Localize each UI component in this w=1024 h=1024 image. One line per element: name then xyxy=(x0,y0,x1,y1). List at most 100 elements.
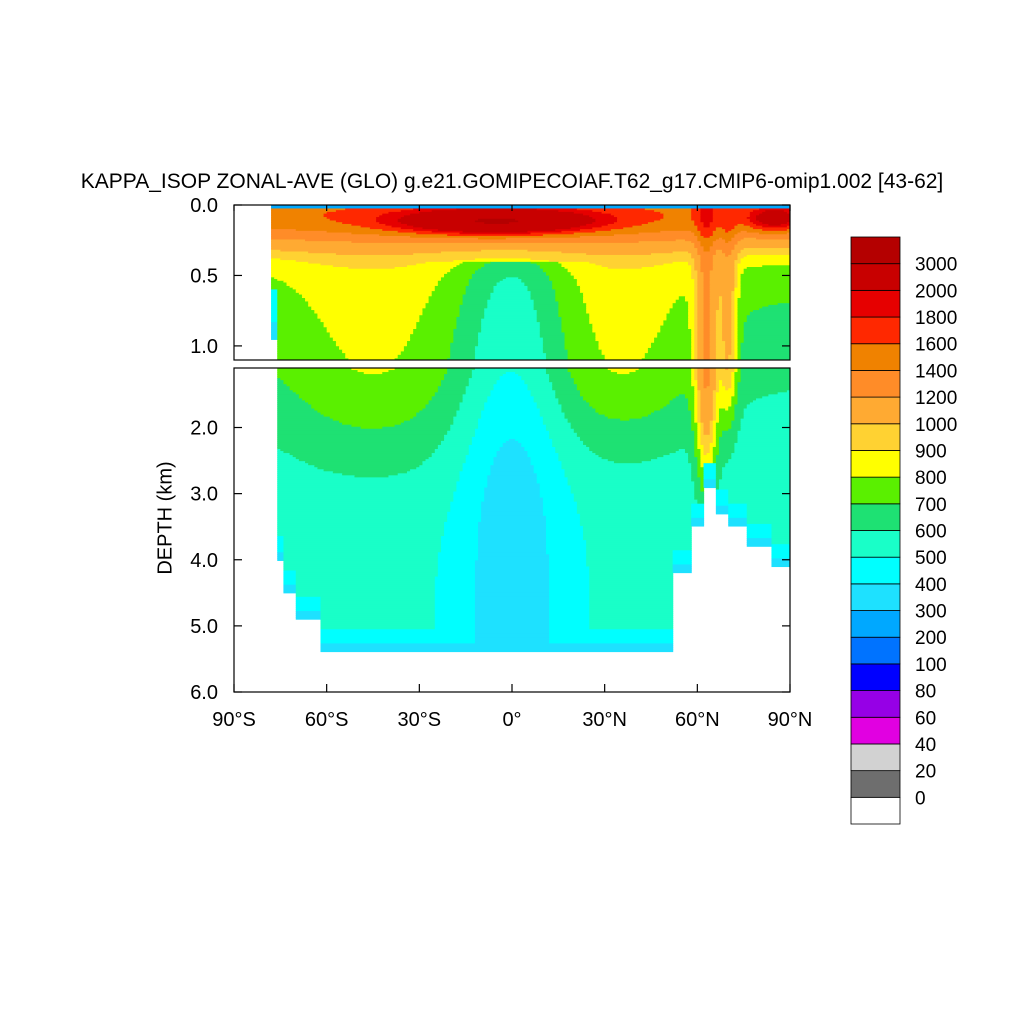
field-cell xyxy=(277,552,285,555)
field-cell xyxy=(672,570,692,574)
field-cell xyxy=(542,347,566,351)
field-cell xyxy=(589,600,674,604)
field-cell xyxy=(746,521,790,525)
field-cell xyxy=(555,296,584,299)
field-cell xyxy=(271,306,278,309)
field-cell xyxy=(530,392,556,395)
field-cell xyxy=(595,263,664,266)
field-cell xyxy=(715,432,723,436)
field-cell xyxy=(641,461,689,464)
field-cell xyxy=(740,354,790,358)
field-cell xyxy=(440,251,563,254)
field-cell xyxy=(697,501,705,505)
field-cell xyxy=(456,489,485,493)
field-cell xyxy=(786,229,790,232)
field-cell xyxy=(709,344,717,347)
field-cell xyxy=(703,424,711,428)
field-cell xyxy=(715,392,735,395)
field-cell xyxy=(576,280,695,284)
field-cell xyxy=(737,394,769,397)
field-cell xyxy=(703,337,711,340)
field-cell xyxy=(709,378,717,381)
field-cell xyxy=(271,329,278,332)
field-cell xyxy=(549,432,578,436)
field-cell xyxy=(715,479,720,482)
field-cell xyxy=(459,477,488,480)
field-cell xyxy=(271,248,698,251)
field-cell xyxy=(725,356,729,359)
field-cell xyxy=(684,451,695,454)
field-cell xyxy=(589,315,668,318)
field-cell xyxy=(573,493,695,497)
field-cell xyxy=(722,434,739,438)
field-cell xyxy=(694,282,698,285)
field-cell xyxy=(722,304,732,308)
field-cell xyxy=(740,418,790,422)
field-cell xyxy=(474,586,550,590)
field-cell xyxy=(703,329,711,332)
field-cell xyxy=(536,404,563,408)
field-cell xyxy=(549,378,575,381)
field-cell xyxy=(530,258,695,261)
field-cell xyxy=(697,446,705,450)
field-cell xyxy=(549,578,590,582)
field-cell xyxy=(549,574,590,578)
field-cell xyxy=(579,285,695,289)
field-cell xyxy=(271,322,278,325)
field-cell xyxy=(555,451,593,454)
field-cell xyxy=(715,325,723,328)
field-cell xyxy=(712,402,717,406)
field-cell xyxy=(271,258,281,261)
field-cell xyxy=(651,459,689,462)
field-cell xyxy=(737,353,742,356)
field-cell xyxy=(663,215,692,218)
field-cell xyxy=(694,265,702,268)
field-cell xyxy=(712,392,717,395)
field-cell xyxy=(271,277,275,280)
field-cell xyxy=(456,318,482,321)
field-cell xyxy=(715,459,729,462)
field-cell xyxy=(351,241,640,244)
field-cell xyxy=(431,291,467,294)
field-cell xyxy=(277,556,285,559)
field-cell xyxy=(709,370,717,373)
field-cell xyxy=(703,380,711,383)
field-cell xyxy=(697,390,702,393)
field-cell xyxy=(601,211,661,215)
field-cell xyxy=(644,353,692,356)
field-cell xyxy=(447,368,476,371)
field-cell xyxy=(746,538,773,541)
field-cell xyxy=(277,327,328,330)
field-cell xyxy=(691,351,695,354)
field-cell xyxy=(737,392,779,395)
field-cell xyxy=(271,316,278,320)
field-cell xyxy=(326,327,417,330)
field-cell xyxy=(561,323,593,327)
field-cell xyxy=(728,354,735,358)
field-cell xyxy=(320,621,436,624)
field-cell xyxy=(715,356,726,359)
field-cell xyxy=(700,270,711,273)
field-cell xyxy=(444,378,470,381)
field-cell xyxy=(737,253,790,256)
field-cell xyxy=(709,308,720,311)
field-cell xyxy=(629,418,692,422)
field-cell xyxy=(521,442,553,446)
field-cell xyxy=(444,275,473,278)
field-cell xyxy=(694,410,698,414)
field-cell xyxy=(771,564,790,568)
field-cell xyxy=(743,248,790,251)
field-cell xyxy=(437,284,470,287)
field-cell xyxy=(737,242,790,246)
field-cell xyxy=(694,285,698,289)
field-cell xyxy=(474,349,544,352)
field-cell xyxy=(734,342,739,346)
field-cell xyxy=(437,446,470,450)
field-cell xyxy=(743,341,790,344)
field-cell xyxy=(320,645,674,649)
field-cell xyxy=(474,596,550,600)
field-cell xyxy=(734,354,739,358)
field-cell xyxy=(672,261,689,265)
field-cell xyxy=(740,251,790,254)
field-cell xyxy=(734,370,739,373)
